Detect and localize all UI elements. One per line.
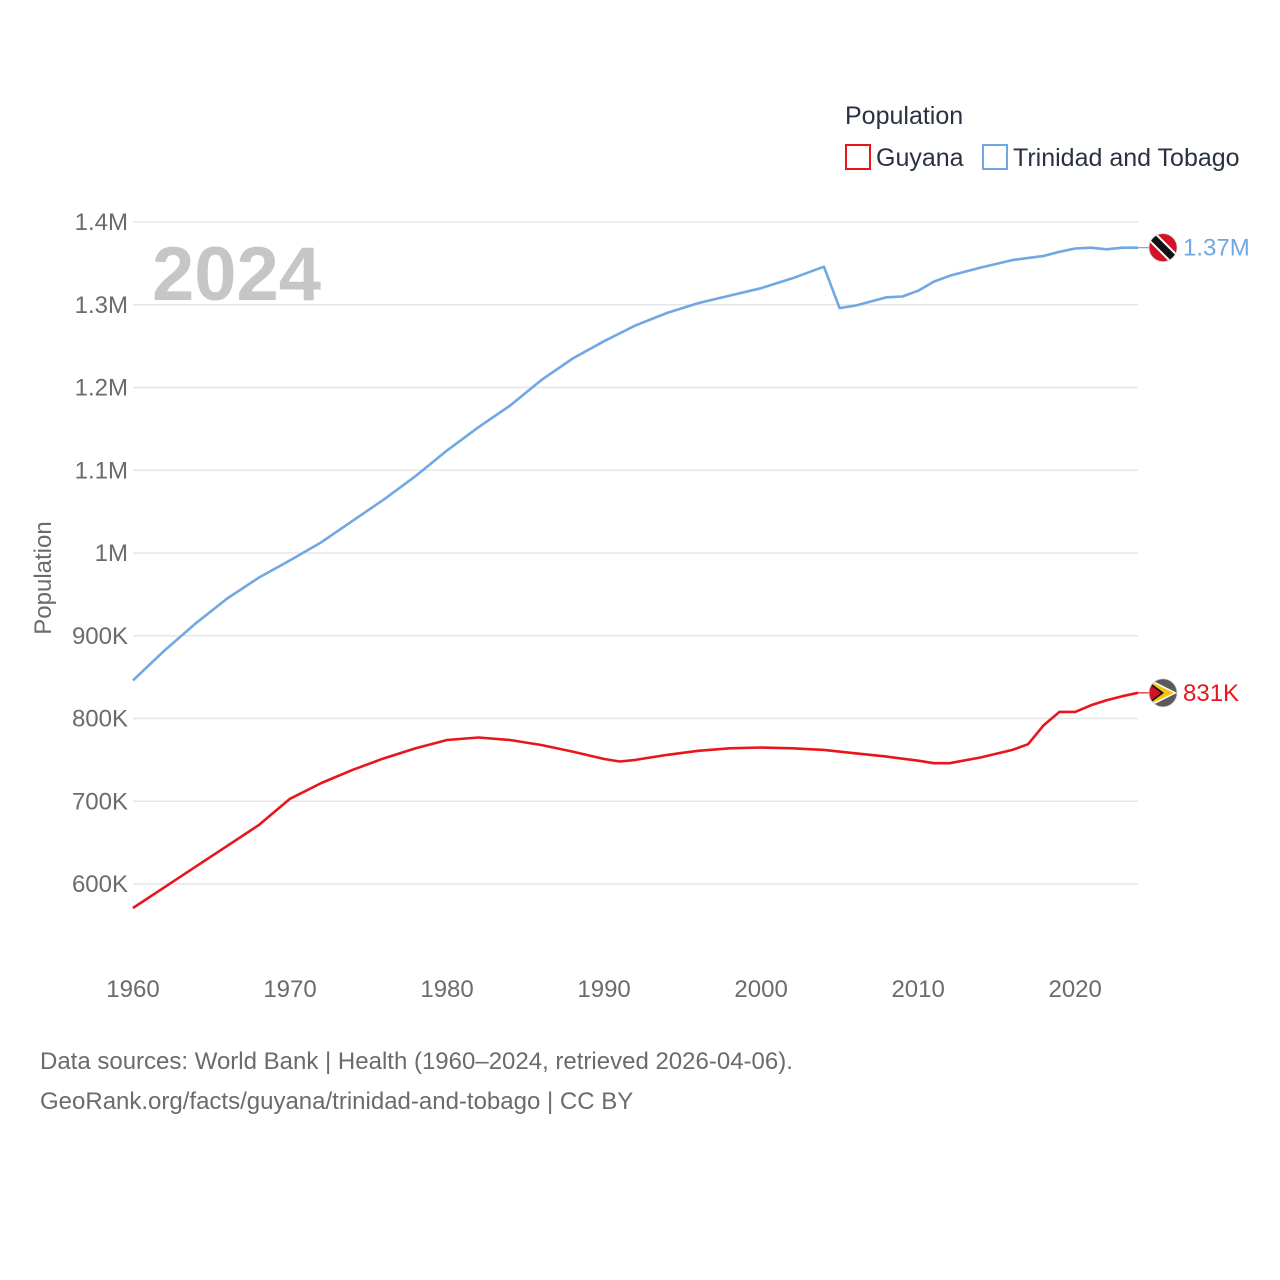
y-tick-label: 1M (95, 540, 128, 567)
y-tick-label: 700K (72, 788, 128, 815)
legend-label-guyana: Guyana (876, 144, 964, 172)
series-lines (132, 246, 1139, 910)
year-label: 2024 (152, 232, 321, 317)
source-line-2[interactable]: GeoRank.org/facts/guyana/trinidad-and-to… (40, 1088, 634, 1115)
trinidad-and-tobago-flag-icon (1148, 233, 1178, 263)
series-line-trinidad-and-tobago (132, 246, 1138, 682)
y-tick-label: 900K (72, 623, 128, 650)
x-tick-label: 2010 (891, 976, 944, 1003)
y-tick-label: 1.3M (75, 292, 128, 319)
series-line-guyana (132, 691, 1139, 910)
y-tick-label: 1.1M (75, 457, 128, 484)
source-line-1: Data sources: World Bank | Health (1960–… (40, 1048, 793, 1075)
y-tick-label: 600K (72, 871, 128, 898)
end-value-label-trinidad-and-tobago: 1.37M (1183, 235, 1250, 262)
x-tick-label: 1980 (420, 976, 473, 1003)
x-tick-label: 1960 (106, 976, 159, 1003)
legend-swatch-guyana (845, 144, 871, 170)
legend: Population Guyana Trinidad and Tobago (845, 102, 1240, 172)
end-value-label-guyana: 831K (1183, 680, 1239, 707)
y-axis-ticks: 600K 700K 800K 900K 1M 1.1M 1.2M 1.3M 1.4M (72, 209, 128, 898)
gridlines (133, 221, 1138, 885)
legend-item-guyana[interactable]: Guyana (845, 144, 964, 172)
y-tick-label: 800K (72, 706, 128, 733)
y-tick-label: 1.2M (75, 375, 128, 402)
x-axis-ticks: 1960 1970 1980 1990 2000 2010 2020 (106, 976, 1102, 1003)
x-tick-label: 1990 (577, 976, 630, 1003)
legend-swatch-trinidad-and-tobago (982, 144, 1008, 170)
end-markers: 831K 1.37M (1138, 233, 1250, 708)
x-tick-label: 2000 (734, 976, 787, 1003)
source-note: Data sources: World Bank | Health (1960–… (40, 1042, 793, 1122)
legend-item-trinidad-and-tobago[interactable]: Trinidad and Tobago (982, 144, 1240, 172)
y-tick-label: 1.4M (75, 209, 128, 236)
y-axis-label: Population (30, 521, 57, 634)
legend-label-trinidad-and-tobago: Trinidad and Tobago (1013, 144, 1240, 172)
legend-title: Population (845, 102, 963, 130)
guyana-flag-icon (1148, 678, 1178, 708)
x-tick-label: 2020 (1048, 976, 1101, 1003)
x-tick-label: 1970 (263, 976, 316, 1003)
